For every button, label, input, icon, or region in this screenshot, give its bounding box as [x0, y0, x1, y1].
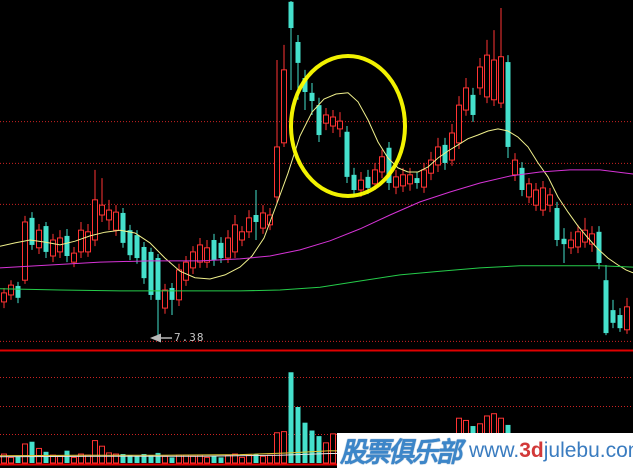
- price-low-label: 7.38: [174, 331, 205, 344]
- watermark-url-highlight: 3d: [519, 438, 544, 462]
- watermark-url-prefix: www.: [469, 438, 520, 462]
- watermark: 股票俱乐部 www.3djulebu.com: [337, 433, 633, 468]
- watermark-url: www.3djulebu.com: [469, 439, 633, 463]
- watermark-brand-text: 股票俱乐部: [340, 436, 462, 468]
- watermark-url-suffix: julebu.com: [543, 438, 633, 462]
